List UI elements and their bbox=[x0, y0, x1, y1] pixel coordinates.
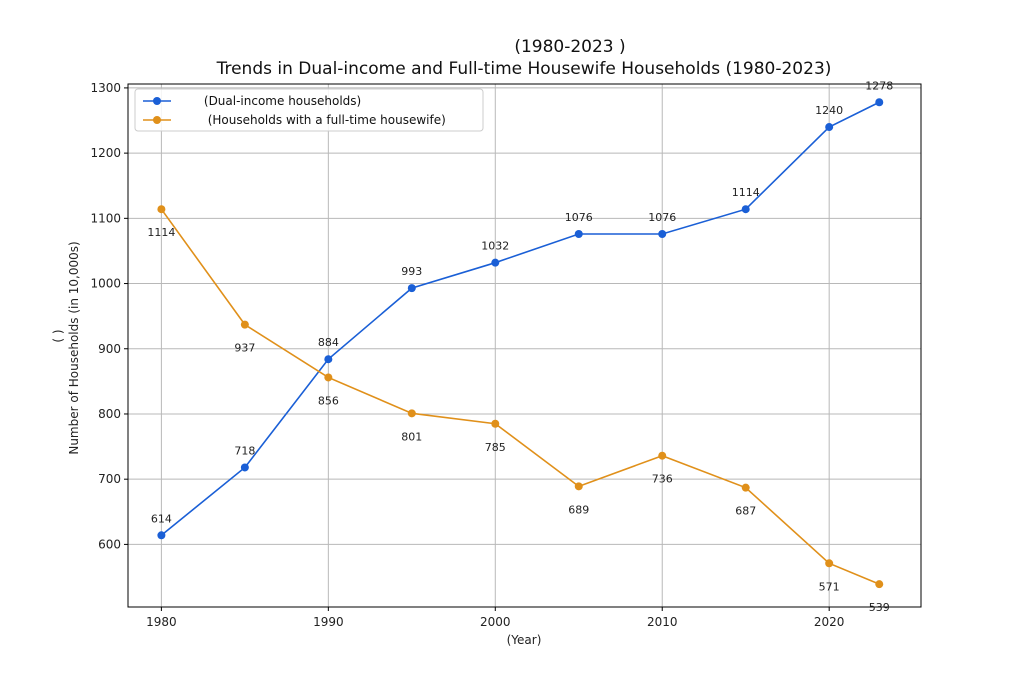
data-point bbox=[875, 580, 884, 589]
data-point bbox=[491, 419, 500, 428]
x-axis-label: (Year) bbox=[507, 633, 542, 647]
axes: 1980 1990 2000 2010 2020 600 700 800 900 1000 1100… bbox=[90, 81, 922, 629]
y-tick-label: 1100 bbox=[90, 211, 121, 225]
y-axis-label-extra: ( ) bbox=[51, 329, 65, 342]
data-point bbox=[875, 98, 884, 107]
data-label: 1032 bbox=[481, 240, 509, 253]
data-point bbox=[407, 284, 416, 293]
data-point bbox=[491, 258, 500, 267]
plot-frame bbox=[127, 83, 922, 608]
data-point bbox=[157, 205, 166, 214]
data-point bbox=[157, 531, 166, 540]
chart-title-line2: Trends in Dual-income and Full-time Hous… bbox=[216, 59, 832, 79]
data-label: 801 bbox=[401, 430, 422, 443]
x-tick-label: 2020 bbox=[814, 615, 845, 629]
legend-box bbox=[134, 88, 484, 132]
data-point bbox=[407, 409, 416, 418]
data-point bbox=[324, 355, 333, 364]
data-point bbox=[658, 229, 667, 238]
data-label: 884 bbox=[318, 336, 339, 349]
data-point bbox=[240, 320, 249, 329]
legend: (Dual-income households) (Households wit… bbox=[134, 88, 484, 132]
y-tick-label: 700 bbox=[98, 472, 121, 486]
y-tick-label: 800 bbox=[98, 407, 121, 421]
y-tick-label: 1200 bbox=[90, 146, 121, 160]
data-point bbox=[741, 205, 750, 214]
data-label: 736 bbox=[652, 473, 673, 486]
y-axis-label: Number of Households (in 10,000s) bbox=[67, 241, 81, 454]
series-layer bbox=[157, 98, 884, 589]
y-tick-label: 900 bbox=[98, 342, 121, 356]
data-label: 571 bbox=[819, 580, 840, 593]
data-label: 993 bbox=[401, 265, 422, 278]
data-label: 1076 bbox=[565, 211, 593, 224]
data-label: 785 bbox=[485, 441, 506, 454]
legend-label: (Households with a full-time housewife) bbox=[181, 113, 446, 127]
data-labels: 614 718 884 993 1032 1076 1076 1114 1240 1278 1114… bbox=[147, 79, 893, 614]
data-point bbox=[574, 482, 583, 491]
data-point bbox=[240, 463, 249, 472]
y-tick-label: 1300 bbox=[90, 81, 121, 95]
data-point bbox=[574, 229, 583, 238]
grid bbox=[128, 84, 921, 607]
data-point bbox=[825, 123, 834, 132]
data-label: 1076 bbox=[648, 211, 676, 224]
data-label: 689 bbox=[568, 503, 589, 516]
x-tick-label: 2000 bbox=[480, 615, 511, 629]
x-tick-label: 1980 bbox=[146, 615, 177, 629]
data-label: 856 bbox=[318, 394, 339, 407]
data-label: 1114 bbox=[732, 186, 760, 199]
data-label: 1114 bbox=[147, 226, 175, 239]
data-label: 687 bbox=[735, 505, 756, 518]
y-tick-label: 600 bbox=[98, 537, 121, 551]
data-point bbox=[324, 373, 333, 382]
data-label: 614 bbox=[151, 512, 172, 525]
x-tick-label: 1990 bbox=[313, 615, 344, 629]
legend-swatch-marker bbox=[153, 97, 161, 105]
x-tick-label: 2010 bbox=[647, 615, 678, 629]
data-label: 539 bbox=[869, 601, 890, 614]
legend-label: (Dual-income households) bbox=[181, 94, 361, 108]
legend-swatch-marker bbox=[153, 116, 161, 124]
chart-title-line1: (1980-2023 ) bbox=[514, 37, 625, 57]
data-label: 1278 bbox=[865, 79, 893, 92]
data-point bbox=[658, 451, 667, 460]
y-tick-label: 1000 bbox=[90, 277, 121, 291]
data-point bbox=[825, 559, 834, 568]
data-label: 718 bbox=[234, 444, 255, 457]
data-label: 1240 bbox=[815, 104, 843, 117]
data-label: 937 bbox=[234, 342, 255, 355]
series-line-1 bbox=[160, 101, 880, 536]
series-line-2 bbox=[160, 208, 880, 585]
data-point bbox=[741, 483, 750, 492]
